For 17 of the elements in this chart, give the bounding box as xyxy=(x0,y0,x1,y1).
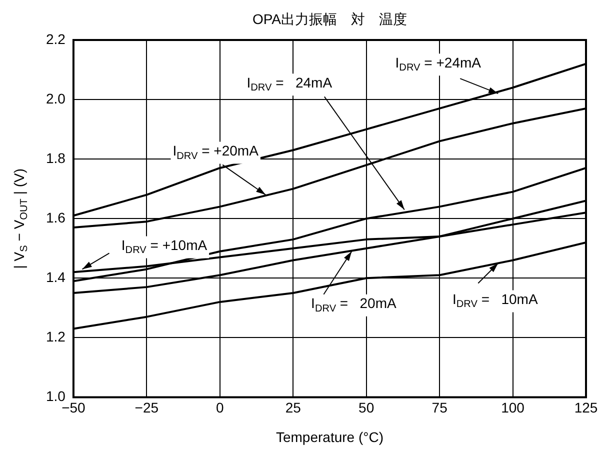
y-axis-title: | VS − VOUT | (V) xyxy=(10,168,30,269)
chart-title: OPA出力振幅 対 温度 xyxy=(252,10,407,27)
y-tick-label: 2.0 xyxy=(46,90,66,106)
x-tick-label: 100 xyxy=(501,399,525,416)
y-tick-label: 1.6 xyxy=(46,209,66,226)
x-tick-label: 0 xyxy=(216,399,224,416)
x-tick-label: −25 xyxy=(134,399,159,416)
x-tick-label: 75 xyxy=(432,399,448,416)
y-tick-label: 1.8 xyxy=(46,150,66,166)
y-tick-label: 1.2 xyxy=(46,328,66,345)
x-tick-label: 50 xyxy=(358,399,374,416)
x-tick-label: 25 xyxy=(285,399,302,416)
y-tick-label: 1.0 xyxy=(46,388,66,404)
y-tick-label: 1.4 xyxy=(46,268,66,285)
x-tick-label: 125 xyxy=(574,399,598,416)
x-axis-title: Temperature (°C) xyxy=(276,428,384,445)
y-tick-label: 2.2 xyxy=(46,30,66,47)
